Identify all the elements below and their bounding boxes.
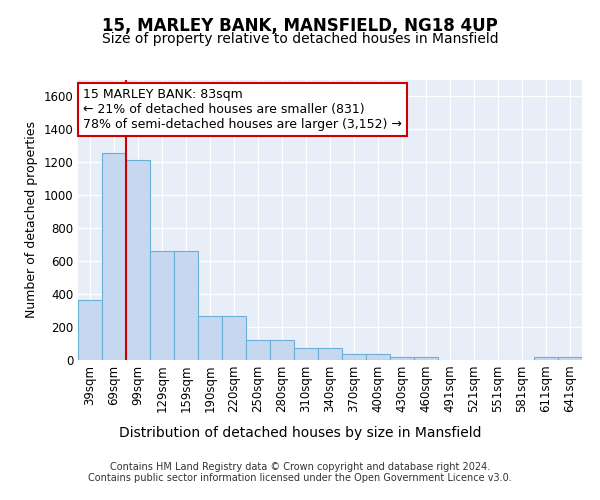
Bar (102, 154, 126, 360)
Bar (534, 357, 558, 360)
Bar (294, 348, 318, 360)
Text: 15, MARLEY BANK, MANSFIELD, NG18 4UP: 15, MARLEY BANK, MANSFIELD, NG18 4UP (102, 18, 498, 36)
Bar (270, 340, 294, 360)
Bar (150, 252, 174, 360)
Bar (78, 300, 102, 360)
Bar (558, 357, 582, 360)
Bar (246, 340, 270, 360)
Y-axis label: Number of detached properties: Number of detached properties (25, 122, 38, 318)
Text: Size of property relative to detached houses in Mansfield: Size of property relative to detached ho… (101, 32, 499, 46)
Bar (126, 160, 150, 360)
Bar (174, 252, 198, 360)
Text: Distribution of detached houses by size in Mansfield: Distribution of detached houses by size … (119, 426, 481, 440)
Text: Contains HM Land Registry data © Crown copyright and database right 2024.
Contai: Contains HM Land Registry data © Crown c… (88, 462, 512, 483)
Bar (318, 348, 342, 360)
Bar (414, 357, 438, 360)
Bar (342, 354, 366, 360)
Text: 15 MARLEY BANK: 83sqm
← 21% of detached houses are smaller (831)
78% of semi-det: 15 MARLEY BANK: 83sqm ← 21% of detached … (83, 88, 402, 132)
Bar (222, 316, 246, 360)
Bar (198, 316, 222, 360)
Bar (390, 357, 414, 360)
Bar (366, 354, 390, 360)
